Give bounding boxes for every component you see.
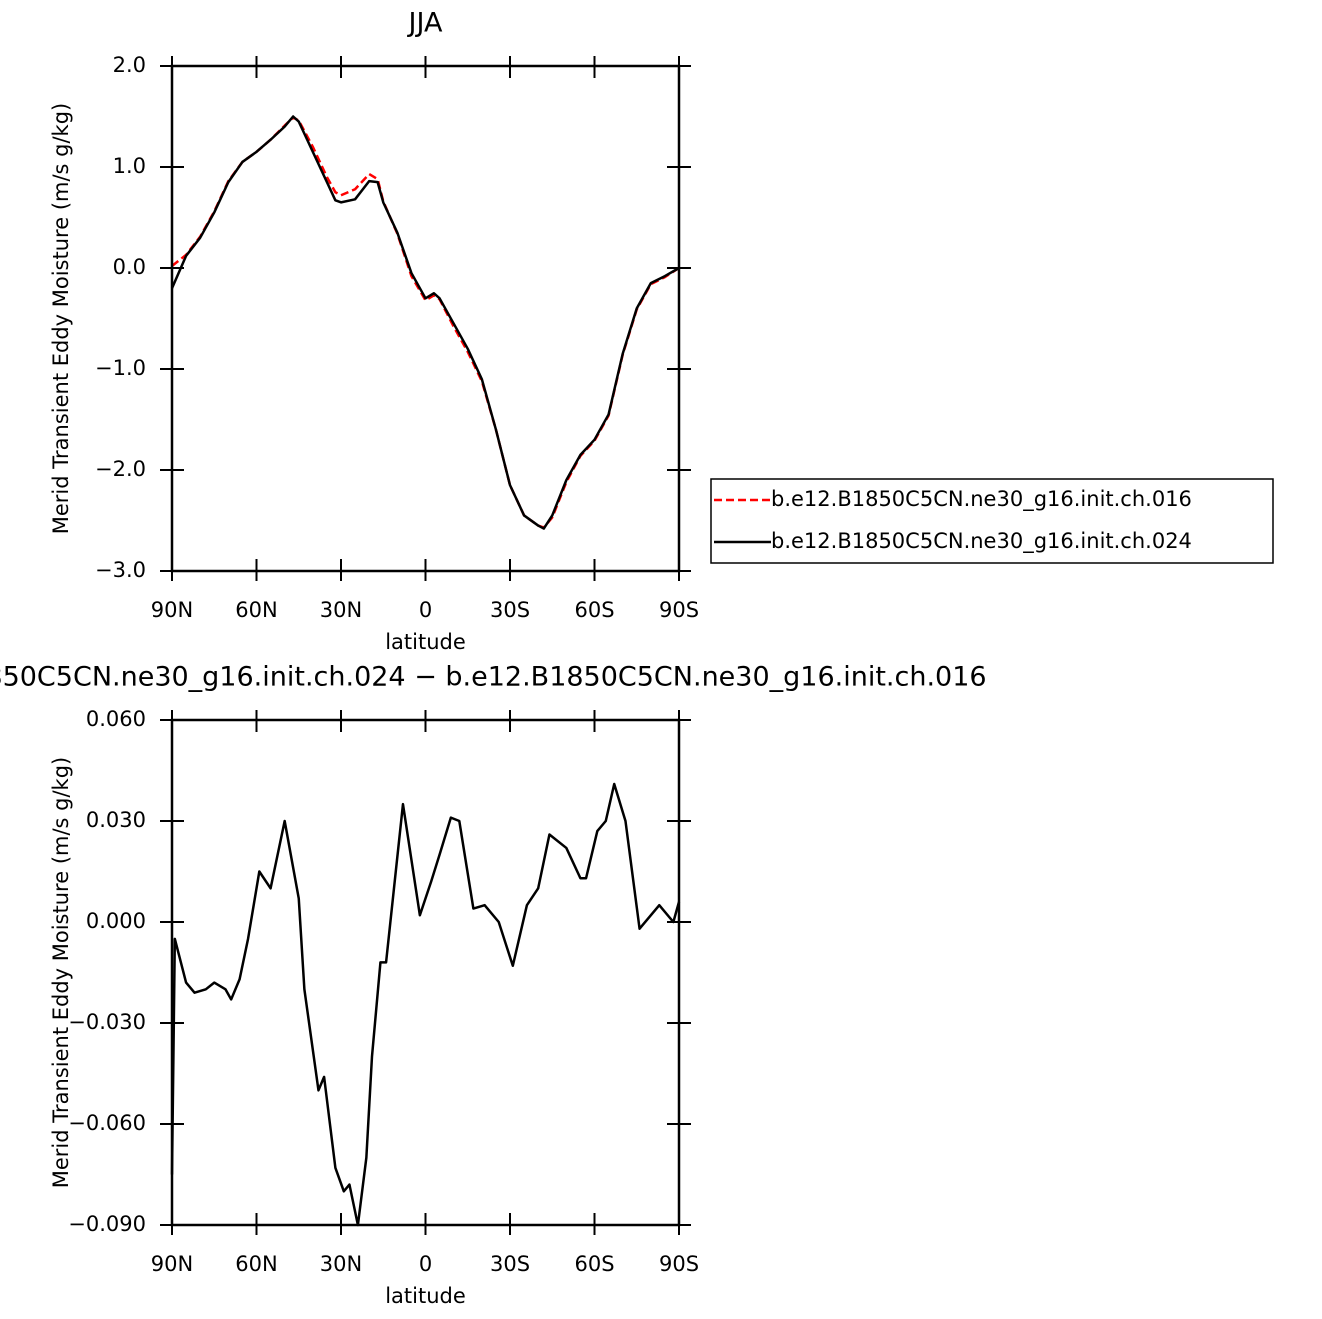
- y-tick-label: −0.090: [68, 1212, 146, 1236]
- x-tick-label: 90N: [151, 1252, 193, 1276]
- y-tick-label: 2.0: [113, 53, 146, 77]
- y-tick-label: 0.0: [113, 255, 146, 279]
- y-tick-label: 0.060: [86, 707, 146, 731]
- x-axis-label: latitude: [385, 1284, 466, 1308]
- x-tick-label: 30S: [490, 598, 530, 622]
- x-tick-label: 0: [419, 598, 432, 622]
- y-tick-label: 1.0: [113, 154, 146, 178]
- x-tick-label: 90N: [151, 598, 193, 622]
- x-tick-label: 90S: [659, 1252, 699, 1276]
- x-tick-label: 30N: [320, 1252, 362, 1276]
- y-axis-label: Merid Transient Eddy Moisture (m/s g/kg): [49, 103, 73, 535]
- x-tick-label: 60S: [574, 598, 614, 622]
- y-tick-label: 0.000: [86, 909, 146, 933]
- x-tick-label: 60N: [235, 1252, 277, 1276]
- x-tick-label: 90S: [659, 598, 699, 622]
- x-tick-label: 30S: [490, 1252, 530, 1276]
- data-line: [170, 115, 680, 530]
- x-axis-label: latitude: [385, 630, 466, 654]
- plot-frame: [170, 64, 681, 573]
- y-tick-label: −2.0: [95, 457, 146, 481]
- data-line: [171, 116, 680, 529]
- plot-frame: [170, 718, 681, 1227]
- chart-title: JJA: [407, 8, 443, 39]
- y-tick-label: 0.030: [86, 808, 146, 832]
- x-tick-label: 60N: [235, 598, 277, 622]
- x-tick-label: 0: [419, 1252, 432, 1276]
- data-line: [170, 782, 681, 1227]
- y-tick-label: −0.030: [68, 1010, 146, 1034]
- legend-box: [710, 478, 1274, 564]
- chart-title: b.e12.B1850C5CN.ne30_g16.init.ch.024 − b…: [0, 662, 987, 693]
- y-tick-label: −0.060: [68, 1111, 146, 1135]
- y-tick-label: −3.0: [95, 558, 146, 582]
- x-tick-label: 60S: [574, 1252, 614, 1276]
- legend-label: b.e12.B1850C5CN.ne30_g16.init.ch.024: [771, 529, 1192, 554]
- legend-label: b.e12.B1850C5CN.ne30_g16.init.ch.016: [771, 487, 1192, 512]
- y-tick-label: −1.0: [95, 356, 146, 380]
- x-tick-label: 30N: [320, 598, 362, 622]
- y-axis-label: Merid Transient Eddy Moisture (m/s g/kg): [49, 757, 73, 1189]
